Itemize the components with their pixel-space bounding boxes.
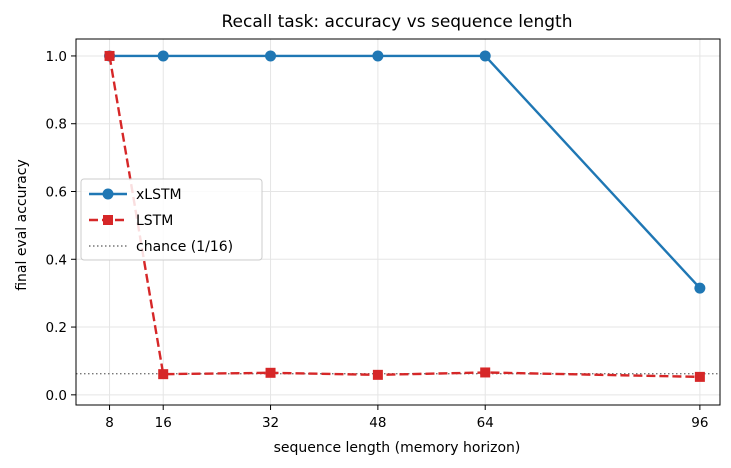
- chart-title: Recall task: accuracy vs sequence length: [222, 12, 573, 32]
- legend-marker: [102, 188, 114, 200]
- data-point-lstm: [265, 367, 276, 378]
- legend: xLSTM LSTM chance (1/16): [80, 178, 263, 261]
- x-tick-label: 32: [262, 415, 279, 431]
- data-point-lstm: [104, 50, 115, 61]
- series-lstm: [104, 50, 705, 382]
- y-tick-label: 0.6: [46, 185, 67, 201]
- data-point-xlstm: [265, 50, 277, 62]
- y-tick-label: 0.2: [46, 320, 67, 336]
- x-tick-label: 16: [155, 415, 172, 431]
- legend-label: xLSTM: [136, 187, 182, 203]
- x-tick-label: 8: [105, 415, 114, 431]
- data-point-lstm: [480, 367, 491, 378]
- y-tick-label: 1.0: [46, 49, 67, 65]
- y-tick-label: 0.8: [46, 117, 67, 133]
- legend-marker: [103, 215, 113, 225]
- x-axis-title: sequence length (memory horizon): [274, 440, 521, 456]
- y-tick-label: 0.4: [46, 252, 67, 268]
- data-point-lstm: [158, 369, 169, 380]
- legend-label: LSTM: [136, 213, 173, 229]
- data-point-lstm: [372, 369, 383, 380]
- legend-box: [80, 178, 263, 261]
- series-line-xlstm: [109, 54, 701, 289]
- series-line-lstm: [108, 55, 700, 379]
- series-layer: [104, 50, 706, 382]
- x-tick-label: 64: [477, 415, 494, 431]
- legend-label: chance (1/16): [136, 239, 233, 255]
- data-point-xlstm: [157, 50, 169, 62]
- data-point-xlstm: [694, 282, 706, 294]
- y-axis-title: final eval accuracy: [14, 159, 30, 291]
- data-point-xlstm: [372, 50, 384, 62]
- data-point-lstm: [694, 371, 705, 382]
- data-point-xlstm: [479, 50, 491, 62]
- x-axis-ticks: 8 16 32 48 64 96: [105, 405, 708, 431]
- x-tick-label: 96: [691, 415, 708, 431]
- y-tick-label: 0.0: [46, 388, 67, 404]
- x-tick-label: 48: [369, 415, 386, 431]
- plot-frame: [75, 38, 721, 406]
- y-axis-ticks: 0.0 0.2 0.4 0.6 0.8 1.0: [46, 49, 76, 404]
